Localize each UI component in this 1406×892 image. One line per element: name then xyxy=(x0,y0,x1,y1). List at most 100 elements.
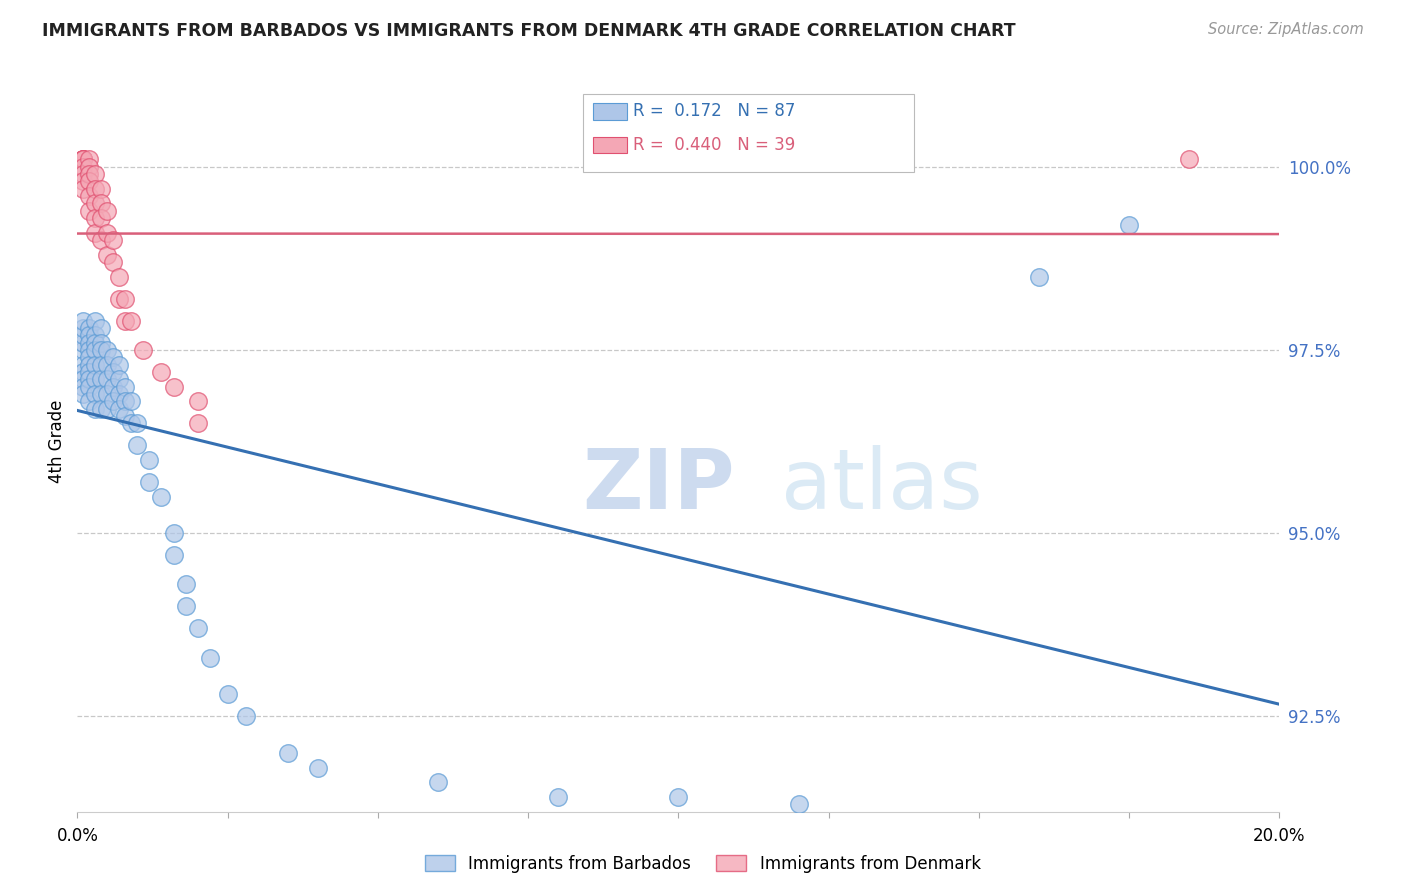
Point xyxy=(72,321,94,335)
Point xyxy=(162,526,184,541)
Point xyxy=(96,247,118,261)
Point xyxy=(90,372,112,386)
Point xyxy=(84,167,107,181)
Point xyxy=(90,358,112,372)
Point xyxy=(108,387,131,401)
Point xyxy=(72,335,94,350)
Point xyxy=(90,387,112,401)
Text: R =  0.172   N = 87: R = 0.172 N = 87 xyxy=(633,103,794,120)
Point xyxy=(787,797,810,812)
Point xyxy=(120,416,142,430)
Point xyxy=(103,233,125,247)
Point xyxy=(114,409,136,423)
Point xyxy=(96,401,118,416)
Point xyxy=(72,174,94,188)
Text: Source: ZipAtlas.com: Source: ZipAtlas.com xyxy=(1208,22,1364,37)
Point xyxy=(127,416,149,430)
Point xyxy=(79,358,101,372)
Point xyxy=(427,775,450,789)
Point xyxy=(108,292,131,306)
Point xyxy=(72,153,94,167)
Point xyxy=(217,688,239,702)
Point xyxy=(103,255,125,269)
Point xyxy=(108,401,131,416)
Point xyxy=(72,328,94,343)
Point xyxy=(668,790,690,805)
Point xyxy=(108,269,131,284)
Point xyxy=(84,181,107,195)
Legend: Immigrants from Barbados, Immigrants from Denmark: Immigrants from Barbados, Immigrants fro… xyxy=(419,848,987,880)
Point xyxy=(72,343,94,357)
Point xyxy=(1118,219,1140,233)
Point xyxy=(120,394,142,409)
Point xyxy=(198,650,221,665)
Point xyxy=(79,203,101,218)
Point xyxy=(277,746,299,760)
Point xyxy=(84,358,107,372)
Point xyxy=(108,358,131,372)
Point xyxy=(79,394,101,409)
Point xyxy=(79,153,101,167)
Point xyxy=(79,328,101,343)
Point xyxy=(79,189,101,203)
Point xyxy=(103,350,125,364)
Point xyxy=(150,490,173,504)
Point xyxy=(72,372,94,386)
Point xyxy=(84,372,107,386)
Point xyxy=(84,211,107,225)
Point xyxy=(84,335,107,350)
Point xyxy=(114,292,136,306)
Point xyxy=(79,160,101,174)
Point xyxy=(84,387,107,401)
Text: 0.0%: 0.0% xyxy=(56,827,98,845)
Point xyxy=(84,313,107,327)
Point xyxy=(84,328,107,343)
Point xyxy=(90,343,112,357)
Point xyxy=(72,313,94,327)
Point xyxy=(162,379,184,393)
Point xyxy=(79,365,101,379)
Point xyxy=(150,365,173,379)
Point xyxy=(72,153,94,167)
Point xyxy=(96,343,118,357)
Point xyxy=(138,475,160,489)
Text: IMMIGRANTS FROM BARBADOS VS IMMIGRANTS FROM DENMARK 4TH GRADE CORRELATION CHART: IMMIGRANTS FROM BARBADOS VS IMMIGRANTS F… xyxy=(42,22,1015,40)
Point xyxy=(72,365,94,379)
Point xyxy=(96,203,118,218)
Point xyxy=(138,453,160,467)
Point xyxy=(72,160,94,174)
Point xyxy=(84,226,107,240)
Point xyxy=(72,181,94,195)
Point xyxy=(79,335,101,350)
Point xyxy=(96,372,118,386)
Point xyxy=(186,416,209,430)
Point xyxy=(235,709,257,723)
Point xyxy=(79,174,101,188)
Point xyxy=(84,343,107,357)
Point xyxy=(103,379,125,393)
Point xyxy=(127,438,149,452)
Point xyxy=(103,394,125,409)
Point xyxy=(79,379,101,393)
Point xyxy=(96,226,118,240)
Point xyxy=(162,548,184,562)
Point xyxy=(90,321,112,335)
Point xyxy=(108,372,131,386)
Point xyxy=(79,343,101,357)
Point xyxy=(79,321,101,335)
Point xyxy=(1028,269,1050,284)
Point xyxy=(72,379,94,393)
Point xyxy=(103,365,125,379)
Point xyxy=(79,167,101,181)
Point xyxy=(114,394,136,409)
Point xyxy=(90,335,112,350)
Text: R =  0.440   N = 39: R = 0.440 N = 39 xyxy=(633,136,794,154)
Point xyxy=(84,196,107,211)
Point xyxy=(90,211,112,225)
Point xyxy=(186,394,209,409)
Point xyxy=(174,577,197,591)
Point xyxy=(90,401,112,416)
Point xyxy=(72,167,94,181)
Point xyxy=(72,358,94,372)
Point xyxy=(90,233,112,247)
